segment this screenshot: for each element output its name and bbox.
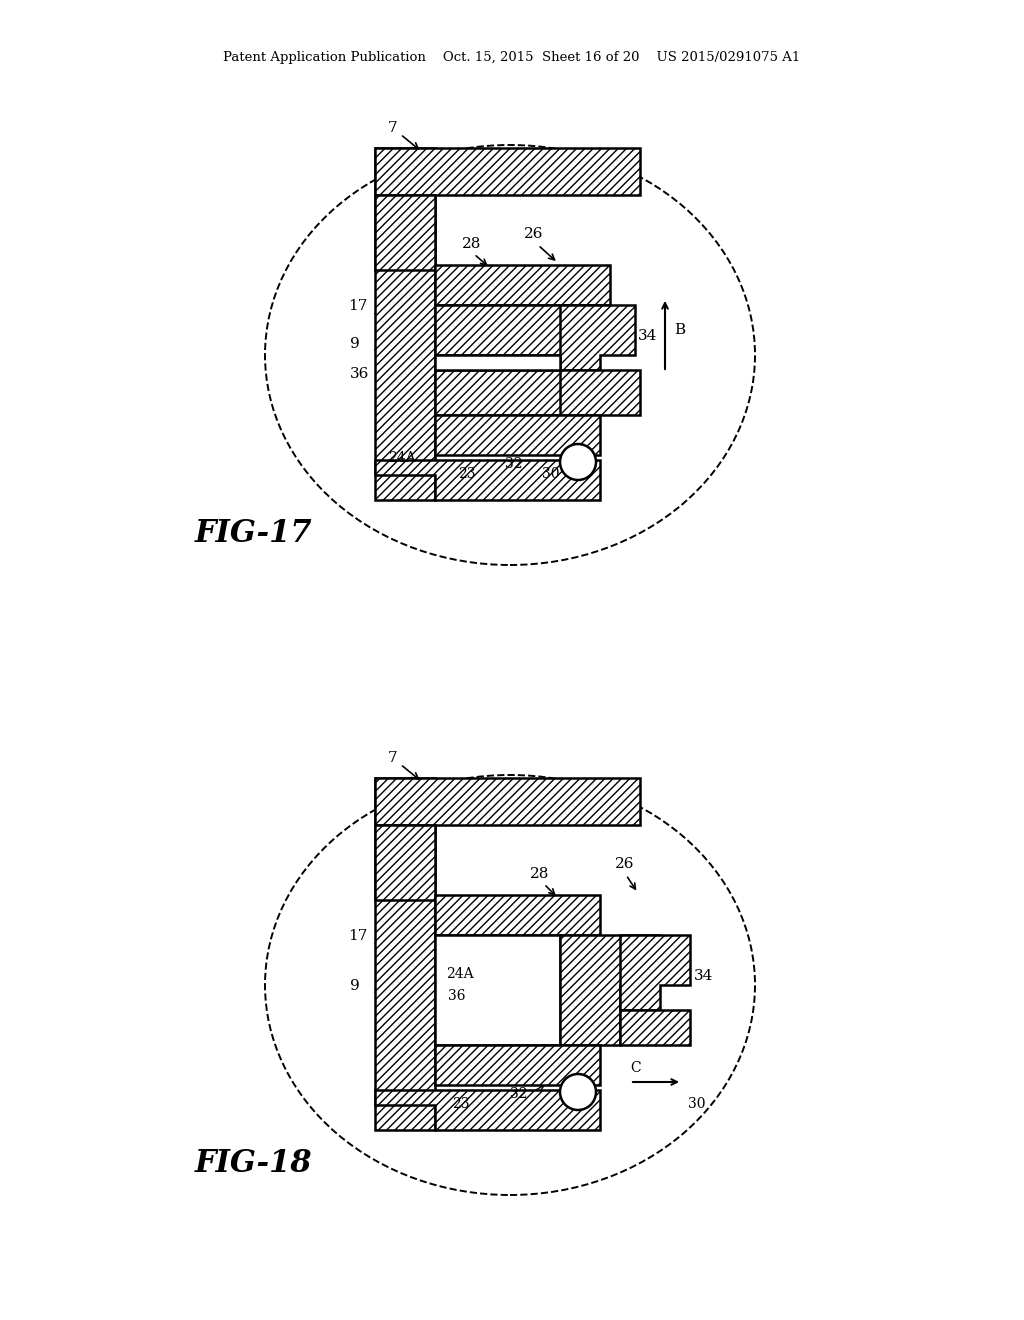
Text: 28: 28 xyxy=(462,238,481,251)
Text: 7: 7 xyxy=(388,751,419,779)
Text: 34: 34 xyxy=(694,969,714,983)
Text: 17: 17 xyxy=(348,300,368,313)
Text: Patent Application Publication    Oct. 15, 2015  Sheet 16 of 20    US 2015/02910: Patent Application Publication Oct. 15, … xyxy=(223,51,801,65)
Text: 30: 30 xyxy=(688,1097,706,1111)
Polygon shape xyxy=(375,777,640,825)
Text: C: C xyxy=(630,1061,641,1074)
Text: 17: 17 xyxy=(348,929,368,942)
Text: 32: 32 xyxy=(505,457,522,471)
Polygon shape xyxy=(435,935,560,1045)
Polygon shape xyxy=(375,459,600,500)
Text: 9: 9 xyxy=(350,337,359,351)
Text: 36: 36 xyxy=(350,367,370,381)
Text: 28: 28 xyxy=(530,867,549,880)
Text: 26: 26 xyxy=(615,857,635,871)
Text: FIG-18: FIG-18 xyxy=(195,1148,312,1179)
Polygon shape xyxy=(560,305,635,370)
Polygon shape xyxy=(375,777,435,1130)
Text: 23: 23 xyxy=(458,467,475,480)
Polygon shape xyxy=(560,935,660,1045)
Text: 34: 34 xyxy=(638,329,657,343)
Text: 30: 30 xyxy=(542,467,559,480)
Polygon shape xyxy=(375,825,435,900)
Polygon shape xyxy=(375,1090,600,1130)
Polygon shape xyxy=(435,370,595,414)
Polygon shape xyxy=(375,148,435,500)
Polygon shape xyxy=(375,195,435,271)
Text: 24A: 24A xyxy=(388,451,416,465)
Text: 36: 36 xyxy=(449,989,466,1003)
Text: 24A: 24A xyxy=(446,968,474,981)
Polygon shape xyxy=(560,370,640,414)
Polygon shape xyxy=(620,935,690,1010)
Circle shape xyxy=(560,1074,596,1110)
Text: 23: 23 xyxy=(452,1097,469,1111)
Polygon shape xyxy=(435,305,600,355)
Polygon shape xyxy=(435,355,560,370)
Text: 26: 26 xyxy=(524,227,544,242)
Polygon shape xyxy=(435,1045,600,1085)
Text: FIG-17: FIG-17 xyxy=(195,517,312,549)
Polygon shape xyxy=(435,895,600,935)
Text: 32: 32 xyxy=(510,1086,527,1101)
Polygon shape xyxy=(435,265,610,305)
Polygon shape xyxy=(375,148,640,195)
Text: B: B xyxy=(674,323,685,337)
Polygon shape xyxy=(435,414,600,455)
Text: 7: 7 xyxy=(388,121,419,149)
Text: 9: 9 xyxy=(350,979,359,993)
Circle shape xyxy=(560,444,596,480)
Polygon shape xyxy=(620,1010,690,1045)
